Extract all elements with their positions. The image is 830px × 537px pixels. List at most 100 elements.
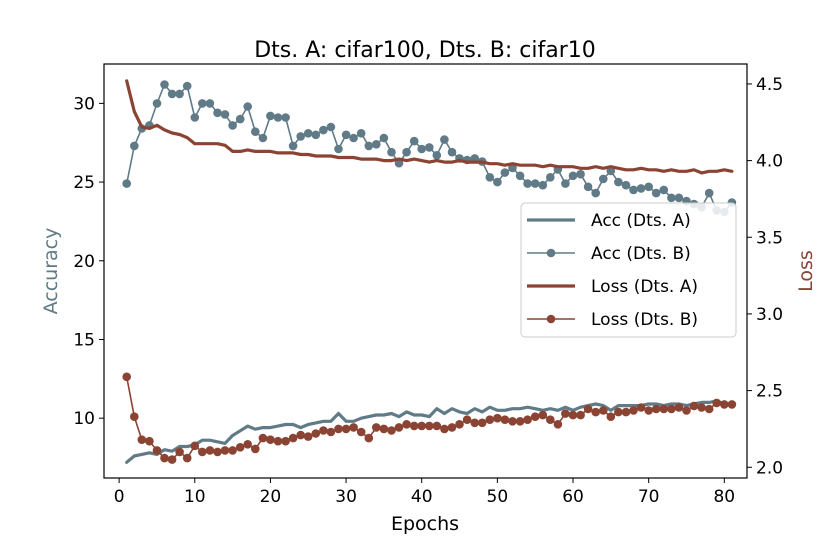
series-acc-dts-b	[122, 80, 737, 217]
data-point	[258, 133, 268, 143]
data-point	[485, 415, 495, 425]
data-point	[470, 418, 480, 428]
y-left-tick-label: 10	[73, 409, 95, 429]
data-point	[568, 171, 578, 181]
data-point	[530, 179, 540, 188]
data-point	[515, 417, 525, 426]
y-right-tick-label: 3.5	[756, 228, 783, 248]
legend-item-acc-dts-b: Acc (Dts. B)	[527, 244, 691, 264]
data-point	[712, 398, 721, 408]
data-point	[425, 143, 434, 152]
data-point	[440, 424, 449, 434]
data-point	[266, 435, 275, 445]
x-axis-label: Epochs	[391, 513, 459, 535]
data-point	[523, 179, 532, 188]
legend-label: Acc (Dts. A)	[591, 211, 691, 231]
data-point	[629, 185, 638, 195]
data-point	[583, 404, 593, 414]
data-point	[349, 133, 358, 143]
legend-item-loss-dts-b: Loss (Dts. B)	[527, 310, 698, 330]
data-point	[561, 179, 570, 188]
data-point	[417, 144, 427, 154]
data-point	[341, 130, 351, 140]
data-point	[273, 436, 283, 446]
data-point	[485, 173, 495, 182]
y-axis-left-label: Accuracy	[40, 228, 62, 315]
x-axis: 0 10 20 30 40 50 60 70 80	[114, 478, 735, 507]
data-point	[137, 435, 147, 445]
data-point	[220, 446, 230, 455]
y-right-tick-label: 4.0	[756, 152, 783, 172]
legend-marker	[546, 248, 556, 258]
series-line	[125, 399, 734, 464]
data-point	[500, 168, 510, 177]
data-point	[243, 440, 252, 449]
data-point	[644, 182, 653, 192]
data-point	[621, 180, 631, 190]
data-point	[606, 166, 616, 176]
data-point	[387, 426, 396, 435]
data-point	[614, 407, 623, 417]
x-tick-label: 20	[260, 487, 282, 507]
data-point	[372, 423, 381, 432]
data-point	[432, 151, 442, 160]
data-point	[462, 415, 472, 425]
data-point	[402, 147, 411, 157]
y-right-tick-label: 2.0	[756, 458, 783, 478]
legend: Acc (Dts. A) Acc (Dts. B) Loss (Dts. A) Los…	[520, 202, 737, 338]
data-point	[334, 144, 343, 154]
data-point	[372, 140, 381, 149]
data-point	[379, 424, 389, 434]
x-tick-label: 10	[184, 487, 206, 507]
y-left-tick-label: 15	[73, 330, 95, 350]
data-point	[319, 125, 328, 135]
data-point	[122, 372, 131, 382]
data-point	[326, 427, 336, 437]
data-point	[228, 121, 237, 130]
data-point	[220, 110, 230, 119]
legend-items: Acc (Dts. A) Acc (Dts. B) Loss (Dts. A) Los…	[527, 211, 698, 330]
data-point	[659, 404, 669, 414]
data-point	[213, 108, 222, 118]
data-point	[303, 432, 313, 441]
series-line	[125, 79, 734, 175]
data-point	[447, 423, 457, 432]
data-point	[425, 421, 434, 431]
data-point	[167, 89, 177, 99]
data-point	[326, 122, 336, 132]
data-point	[689, 401, 699, 411]
data-point	[182, 453, 192, 463]
data-point	[311, 130, 321, 140]
data-point	[228, 446, 237, 455]
data-point	[251, 444, 260, 454]
x-tick-label: 30	[335, 487, 357, 507]
data-point	[258, 433, 268, 443]
plot-frame	[103, 63, 748, 479]
data-point	[198, 447, 207, 457]
data-point	[409, 421, 419, 431]
series-loss-dts-a	[125, 79, 734, 175]
series-acc-dts-a	[125, 399, 734, 464]
data-point	[614, 177, 623, 187]
data-point	[583, 182, 593, 192]
data-point	[160, 80, 169, 89]
data-point	[160, 453, 169, 463]
data-point	[674, 193, 684, 203]
data-point	[493, 177, 502, 187]
data-point	[667, 404, 676, 414]
chart-title: Dts. A: cifar100, Dts. B: cifar10	[254, 38, 596, 63]
data-point	[455, 420, 464, 429]
series-loss-dts-b	[122, 372, 737, 464]
data-point	[190, 113, 200, 122]
data-point	[281, 113, 290, 122]
data-point	[379, 133, 389, 143]
series-line	[125, 375, 733, 461]
data-point	[704, 188, 714, 198]
data-point	[130, 412, 139, 422]
data-point	[303, 129, 313, 138]
y-left-tick-label: 20	[73, 252, 95, 272]
data-point	[599, 174, 608, 184]
data-point	[296, 430, 306, 440]
data-point	[319, 426, 328, 435]
